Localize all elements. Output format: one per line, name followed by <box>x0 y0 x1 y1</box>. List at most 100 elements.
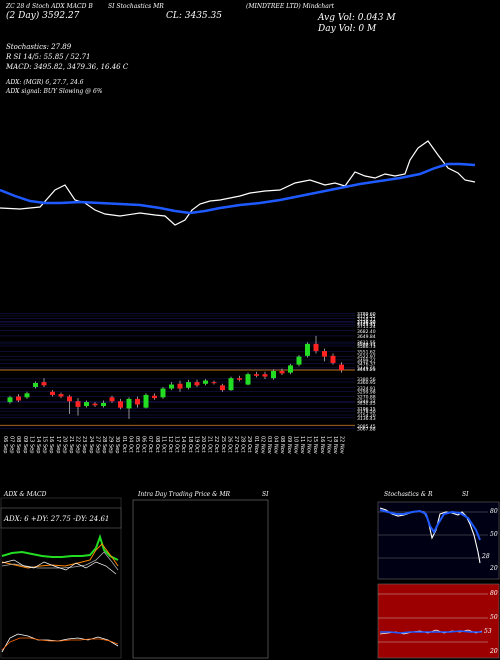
candle-body <box>305 343 310 356</box>
candle-body <box>118 401 123 408</box>
date-axis-label: 06 Sep <box>2 436 8 453</box>
date-axis-label: 04 Oct <box>127 436 133 453</box>
header-symbol: (MINDTREE LTD) Mind <box>246 3 319 10</box>
stoch-d-line <box>379 509 481 541</box>
price-axis-label: 3775.55 <box>357 314 376 320</box>
candle-body <box>237 378 242 380</box>
adx-box <box>0 507 122 529</box>
candle-body <box>279 371 285 374</box>
candle-body <box>194 382 200 386</box>
date-axis-label: 12 Nov <box>306 436 312 454</box>
price-axis-label: 3270.88 <box>357 394 376 400</box>
price-axis-label: 3476.37 <box>357 362 376 368</box>
date-axis-label: 07 Oct <box>147 436 153 453</box>
price-axis-label: 3758.71 <box>357 317 376 323</box>
date-axis-label: 16 Sep <box>48 436 54 453</box>
date-axis-label: 08 Sep <box>15 436 21 453</box>
date-axis-label: 15 Nov <box>312 436 318 454</box>
intraday-title: Intra Day Trading Price & MR <box>138 491 231 498</box>
header-line2-left: (2 Day) 3592.27 <box>6 11 80 21</box>
price-axis-label: 3380.56 <box>357 377 376 383</box>
date-axis-label: 21 Oct <box>207 436 213 453</box>
adx-signal-readout: ADX signal: BUY Slowing @ 6% <box>6 88 103 95</box>
si-signal-line <box>380 630 482 634</box>
price-axis-label: 3085.45 <box>357 424 376 430</box>
date-axis-label: 18 Oct <box>187 436 193 453</box>
stoch-si: SI <box>462 491 469 498</box>
date-axis-label: 14 Oct <box>180 436 186 453</box>
candle-body <box>330 355 336 364</box>
candle-body <box>50 391 55 395</box>
adx-values: ADX: 6 +DY: 27.75 -DY: 24.61 <box>4 515 110 523</box>
date-axis-label: 22 Sep <box>75 436 81 453</box>
date-axis-label: 22 Nov <box>339 436 345 454</box>
price-axis-label: 3682.40 <box>357 329 376 335</box>
price-axis-label: 3789.60 <box>357 312 376 318</box>
moving-average-line <box>0 162 476 215</box>
date-axis-label: 22 Oct <box>213 436 219 453</box>
price-axis-label: 3711.24 <box>357 324 376 330</box>
si-current: 53 <box>484 628 492 635</box>
candle-body <box>271 371 276 379</box>
candle-body <box>75 401 81 407</box>
si-level-50: 50 <box>490 614 498 621</box>
stoch-level-20: 20 <box>490 565 498 572</box>
candle-body <box>92 403 98 406</box>
header-line1-mid: SI Stochastics MR <box>108 3 164 10</box>
candle-body <box>24 393 30 398</box>
date-axis-label: 20 Sep <box>61 436 67 453</box>
candle-body <box>169 384 174 389</box>
date-axis-label: 13 Oct <box>174 436 180 453</box>
candle-body <box>58 394 64 397</box>
price-axis-label: 3324.91 <box>357 386 376 392</box>
date-axis-label: 01 Nov <box>253 436 259 454</box>
price-axis-label: 3441.25 <box>357 367 376 373</box>
date-axis-label: 27 Sep <box>94 436 100 453</box>
candle-body <box>296 356 302 365</box>
price-axis-label: 3736.30 <box>357 320 376 326</box>
candle-body <box>33 382 38 387</box>
macd-readout: MACD: 3495.82, 3479.36, 16.46 C <box>6 63 129 71</box>
price-axis-label: 3196.15 <box>357 406 376 412</box>
price-axis-label: 3067.88 <box>357 427 376 433</box>
price-axis-label: 3551.62 <box>357 350 376 356</box>
date-axis-label: 30 Sep <box>114 436 120 453</box>
date-axis-label: 08 Nov <box>279 436 285 454</box>
price-axis-label: 3299.98 <box>357 390 376 396</box>
date-axis-label: 10 Nov <box>292 436 298 454</box>
date-axis-label: 09 Nov <box>286 436 292 454</box>
candle-body <box>109 397 115 402</box>
price-axis-label: 3154.20 <box>357 413 376 419</box>
date-axis-label: 28 Oct <box>240 436 246 453</box>
date-axis-label: 29 Oct <box>246 436 252 453</box>
price-gridlines <box>0 313 355 429</box>
date-axis-label: 27 Oct <box>233 436 239 453</box>
date-axis-label: 28 Sep <box>101 436 107 453</box>
price-axis-label: 3360.95 <box>357 380 376 386</box>
date-axis-label: 02 Nov <box>259 436 265 454</box>
price-axis-label: 3240.37 <box>357 399 376 405</box>
date-axis-label: 16 Nov <box>319 436 325 454</box>
candle-body <box>339 364 344 371</box>
price-axis-label: 3522.97 <box>357 354 376 360</box>
date-axis-label: 17 Sep <box>55 436 61 453</box>
candle-body <box>288 365 293 373</box>
date-axis-label: 01 Oct <box>121 436 127 453</box>
si-box <box>377 583 500 659</box>
date-axis-label: 29 Sep <box>108 436 114 453</box>
candle-body <box>143 394 149 408</box>
stoch-title: Stochastics & R <box>384 491 433 498</box>
date-axis-label: 15 Sep <box>42 436 48 453</box>
candle-body <box>135 398 140 405</box>
price-axis-label: 3232.25 <box>357 401 376 407</box>
date-axis-label: 05 Oct <box>134 436 140 453</box>
si-level-20: 20 <box>490 648 498 655</box>
candle-body <box>186 382 191 388</box>
candle-body <box>220 385 225 391</box>
date-axis-label: 03 Nov <box>266 436 272 454</box>
price-axis-label: 3136.43 <box>357 416 376 422</box>
price-axis-label: 3723.31 <box>357 322 376 328</box>
candle-body <box>228 378 234 391</box>
header-avg-vol: Avg Vol: 0.043 M <box>318 13 396 23</box>
